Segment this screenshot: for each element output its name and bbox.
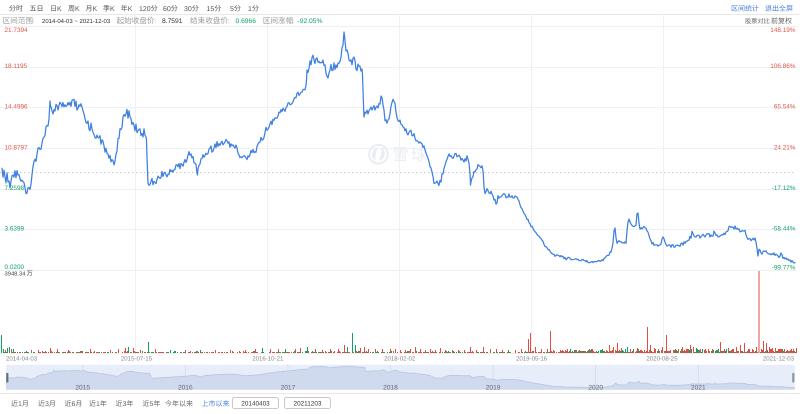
svg-text:24.21%: 24.21%: [774, 144, 796, 151]
svg-text::: :: [33, 18, 35, 25]
svg-text:5: 5: [150, 401, 154, 408]
svg-text:2021-12-03: 2021-12-03: [763, 355, 795, 362]
svg-text:K: K: [128, 6, 133, 13]
svg-text:3: 3: [45, 401, 49, 408]
svg-text:30: 30: [184, 6, 192, 13]
svg-text:-17.12%: -17.12%: [772, 185, 796, 192]
svg-text:6: 6: [72, 401, 76, 408]
svg-text:5: 5: [230, 6, 234, 13]
svg-text:3.6399: 3.6399: [5, 226, 25, 233]
svg-text:2021: 2021: [691, 384, 706, 391]
svg-text:2016-10-21: 2016-10-21: [252, 355, 284, 362]
svg-text:3: 3: [123, 401, 127, 408]
svg-text:2019: 2019: [486, 384, 501, 391]
svg-text:1: 1: [96, 401, 100, 408]
svg-text:65.54%: 65.54%: [774, 104, 796, 111]
svg-text:2018-02-02: 2018-02-02: [384, 355, 416, 362]
svg-text:3948.34: 3948.34: [5, 270, 27, 277]
svg-text:60: 60: [163, 6, 171, 13]
svg-text:-99.77%: -99.77%: [772, 265, 796, 272]
svg-text:-92.05%: -92.05%: [298, 18, 323, 25]
svg-text:2014-04-03: 2014-04-03: [6, 355, 38, 362]
svg-text::: :: [293, 18, 295, 25]
svg-text:1: 1: [248, 6, 252, 13]
svg-text:K: K: [110, 6, 115, 13]
svg-text:7.2598: 7.2598: [5, 185, 25, 192]
svg-text:106.86%: 106.86%: [770, 63, 796, 70]
svg-text:20211203: 20211203: [294, 401, 322, 408]
svg-text:1: 1: [18, 401, 22, 408]
svg-text:-58.44%: -58.44%: [772, 226, 796, 233]
svg-text:15: 15: [207, 6, 215, 13]
svg-text:K: K: [75, 6, 80, 13]
svg-text:2020: 2020: [588, 384, 603, 391]
svg-text:10.8797: 10.8797: [5, 144, 29, 151]
svg-text:0.0200: 0.0200: [5, 264, 25, 271]
svg-text::: :: [228, 18, 230, 25]
svg-text:14.4996: 14.4996: [5, 104, 29, 111]
svg-text:2020-08-25: 2020-08-25: [646, 355, 678, 362]
svg-text:8.7591: 8.7591: [162, 18, 183, 25]
svg-text:2017: 2017: [281, 384, 296, 391]
svg-text::: :: [154, 18, 156, 25]
svg-text:18.1195: 18.1195: [5, 63, 28, 70]
svg-text:2015: 2015: [75, 384, 90, 391]
svg-text:2018: 2018: [383, 384, 398, 391]
svg-text:0.6966: 0.6966: [236, 18, 257, 25]
svg-text:20140403: 20140403: [241, 401, 270, 408]
svg-text:21.7394: 21.7394: [5, 27, 29, 34]
svg-text:2019-05-16: 2019-05-16: [516, 355, 548, 362]
svg-text:2015-07-15: 2015-07-15: [121, 355, 153, 362]
svg-text:2014-04-03 ~ 2021-12-03: 2014-04-03 ~ 2021-12-03: [42, 18, 111, 25]
svg-text:K: K: [93, 6, 98, 13]
svg-text:K: K: [57, 6, 62, 13]
svg-text:148.19%: 148.19%: [770, 27, 796, 34]
svg-text:2016: 2016: [178, 384, 193, 391]
svg-text:120: 120: [139, 6, 151, 13]
